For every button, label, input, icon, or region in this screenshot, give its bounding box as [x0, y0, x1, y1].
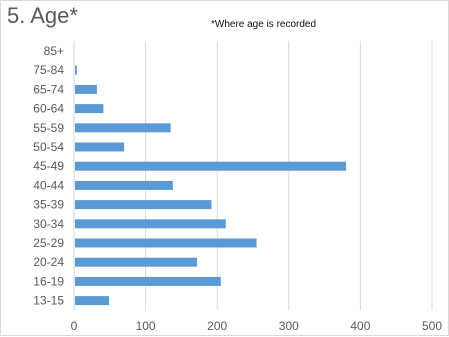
x-axis-labels: 0 100 200 300 400 500: [71, 319, 443, 333]
bar-65-74: [75, 84, 97, 94]
bar-16-19: [75, 276, 221, 286]
y-tick-label: 13-15: [33, 294, 64, 308]
grid-lines: [73, 41, 433, 311]
bar-60-64: [75, 104, 104, 114]
y-tick-label: 16-19: [33, 274, 64, 288]
bar-40-44: [75, 180, 173, 190]
bar-50-54: [75, 142, 125, 152]
bar-30-34: [75, 219, 226, 229]
y-tick-label: 75-84: [33, 63, 64, 77]
chart-title: 5. Age*: [7, 3, 78, 28]
y-tick-label: 65-74: [33, 82, 64, 96]
y-axis-labels: 85+ 75-84 65-74 60-64 55-59 50-54 45-49 40-44 35…: [33, 44, 64, 308]
bars: [75, 65, 347, 306]
x-tick-label: 500: [422, 319, 442, 333]
y-tick-label: 30-34: [33, 217, 64, 231]
x-tick-label: 400: [350, 319, 370, 333]
y-tick-label: 40-44: [33, 178, 64, 192]
x-tick-label: 300: [279, 319, 299, 333]
y-tick-label: 20-24: [33, 255, 64, 269]
bar-13-15: [75, 296, 110, 306]
bar-25-29: [75, 238, 257, 248]
bar-35-39: [75, 200, 212, 210]
y-tick-label: 45-49: [33, 159, 64, 173]
y-tick-label: 25-29: [33, 236, 64, 250]
chart-note: *Where age is recorded: [211, 19, 317, 30]
x-tick-label: 200: [207, 319, 227, 333]
bar-45-49: [75, 161, 347, 171]
bar-20-24: [75, 257, 198, 267]
y-tick-label: 35-39: [33, 198, 64, 212]
bar-55-59: [75, 123, 171, 133]
y-tick-label: 50-54: [33, 140, 64, 154]
y-tick-label: 55-59: [33, 121, 64, 135]
x-tick-label: 100: [136, 319, 156, 333]
x-tick-label: 0: [71, 319, 78, 333]
y-tick-label: 60-64: [33, 102, 64, 116]
bar-75-84: [75, 65, 77, 75]
y-tick-label: 85+: [44, 44, 64, 58]
